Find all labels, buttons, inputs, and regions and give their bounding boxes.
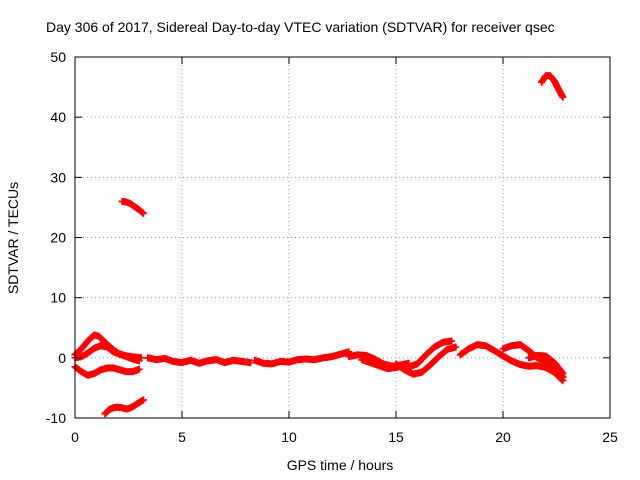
chart-title: Day 306 of 2017, Sidereal Day-to-day VTE… [46,19,555,35]
series-arc-bottom [101,396,147,418]
x-tick-label: 0 [71,429,79,445]
y-tick-label: 0 [58,350,66,366]
series-markers [456,341,567,385]
x-tick-label: 15 [388,429,404,445]
series-markers [144,354,254,367]
x-tick-label: 10 [281,429,297,445]
series-markers [405,337,456,371]
series-markers [538,72,567,101]
series-arc-right-1 [456,341,567,385]
series-arc-low-left [71,363,143,379]
x-tick-label: 25 [602,429,618,445]
y-tick-label: 10 [50,290,66,306]
ticks: 0 5 10 15 20 25 -10 0 10 20 30 40 50 [46,49,618,445]
x-tick-label: 5 [178,429,186,445]
y-tick-label: 50 [50,49,66,65]
series-markers [101,396,147,418]
series-arc-25 [118,197,147,217]
series-arc-main-2 [251,348,353,368]
y-tick-label: 40 [50,109,66,125]
y-axis-label: SDTVAR / TECUs [5,182,21,294]
y-tick-label: 30 [50,169,66,185]
y-tick-label: -10 [46,410,66,426]
y-tick-label: 20 [50,230,66,246]
series-markers [525,351,567,377]
series-markers [392,343,460,378]
series-arc-45 [538,72,567,101]
series-markers [251,348,353,368]
series-markers [71,363,143,379]
series-arc-dip-1 [392,343,460,378]
series-markers [118,197,147,217]
series-arc-right-3 [525,351,567,377]
data-layer [71,72,567,418]
series-arc-main-1 [144,354,254,367]
series-arc-dip-2 [405,337,456,371]
x-tick-label: 20 [495,429,511,445]
x-axis-label: GPS time / hours [287,457,394,473]
